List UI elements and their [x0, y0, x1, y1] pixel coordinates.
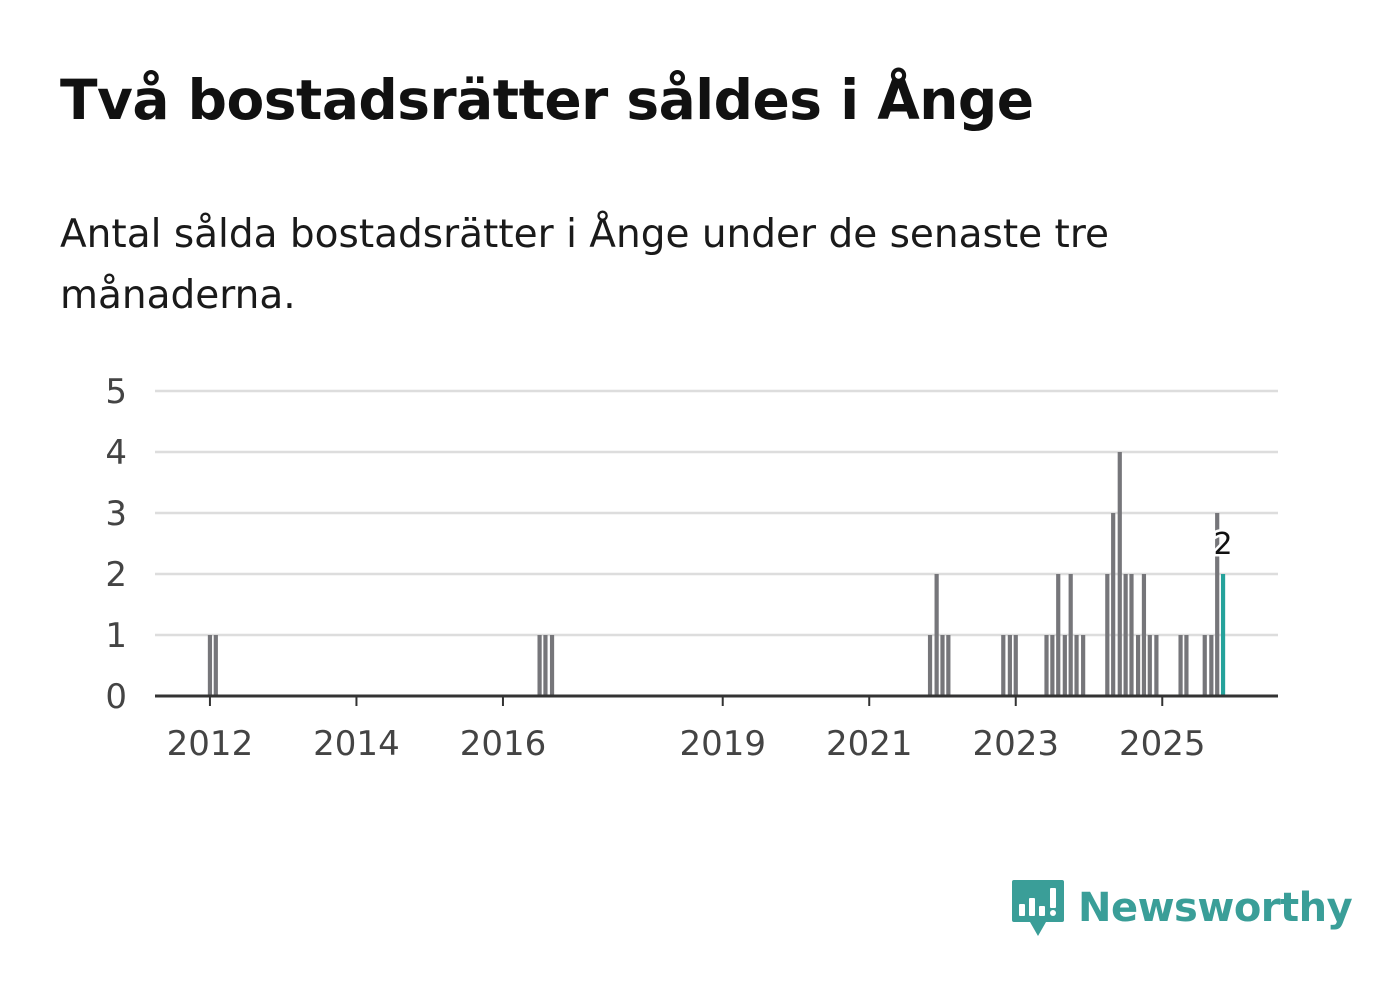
chart-subtitle: Antal sålda bostadsrätter i Ånge under d… [60, 212, 1110, 318]
bar [1117, 452, 1122, 696]
bar [927, 635, 933, 696]
y-tick-label: 2 [105, 555, 127, 595]
bar [934, 574, 939, 696]
highlight-data-label: 2 [1214, 527, 1233, 562]
bar [1050, 635, 1055, 696]
y-tick-label: 0 [105, 677, 127, 717]
bar [1178, 635, 1183, 696]
bar [1007, 635, 1012, 696]
x-tick-label: 2016 [460, 724, 547, 764]
bar [543, 635, 548, 696]
bar [1154, 635, 1159, 696]
bar [537, 635, 542, 696]
bar [940, 635, 945, 696]
bar [1081, 635, 1086, 696]
bar [1123, 574, 1128, 696]
bar [1001, 635, 1006, 696]
bar [1074, 635, 1079, 696]
bar [1062, 635, 1067, 696]
x-tick-label: 2014 [313, 724, 400, 764]
bars [207, 452, 1226, 696]
y-tick-label: 1 [105, 616, 127, 656]
bar [1105, 574, 1110, 696]
bar [946, 635, 951, 696]
y-tick-label: 5 [105, 372, 127, 412]
bar [1068, 574, 1073, 696]
labels: 0 1 2 3 4 5 2012 2014 2016 2019 2021 2023 2025 2 [105, 372, 1235, 764]
bar [1013, 635, 1018, 696]
bar [1044, 635, 1049, 696]
y-tick-label: 3 [105, 494, 127, 534]
axes [155, 694, 1278, 706]
x-tick-label: 2025 [1119, 724, 1206, 764]
bar [1129, 574, 1134, 696]
y-tick-label: 4 [105, 433, 127, 473]
bar [549, 635, 555, 696]
bar [207, 635, 213, 696]
bar-chart: 0 1 2 3 4 5 2012 2014 2016 2019 2021 2023 2025 2 [105, 372, 1278, 764]
bar [1111, 513, 1116, 696]
bar [1135, 635, 1141, 696]
x-tick-label: 2012 [167, 724, 254, 764]
x-tick-label: 2019 [679, 724, 766, 764]
brand-name: Newsworthy [1078, 885, 1353, 931]
bar [1147, 635, 1152, 696]
bar [213, 635, 218, 696]
bar-highlight [1220, 574, 1226, 696]
bar [1184, 635, 1189, 696]
newsworthy-logo-icon [1012, 880, 1064, 936]
newsworthy-logo: Newsworthy [1010, 878, 1353, 938]
bar [1215, 513, 1220, 696]
chart-title: Två bostadsrätter såldes i Ånge [60, 68, 1034, 132]
bar [1056, 574, 1061, 696]
bar [1141, 574, 1147, 696]
bar [1202, 635, 1207, 696]
x-tick-label: 2023 [972, 724, 1059, 764]
x-tick-label: 2021 [826, 724, 913, 764]
gridlines [155, 389, 1278, 637]
bar [1209, 635, 1214, 696]
